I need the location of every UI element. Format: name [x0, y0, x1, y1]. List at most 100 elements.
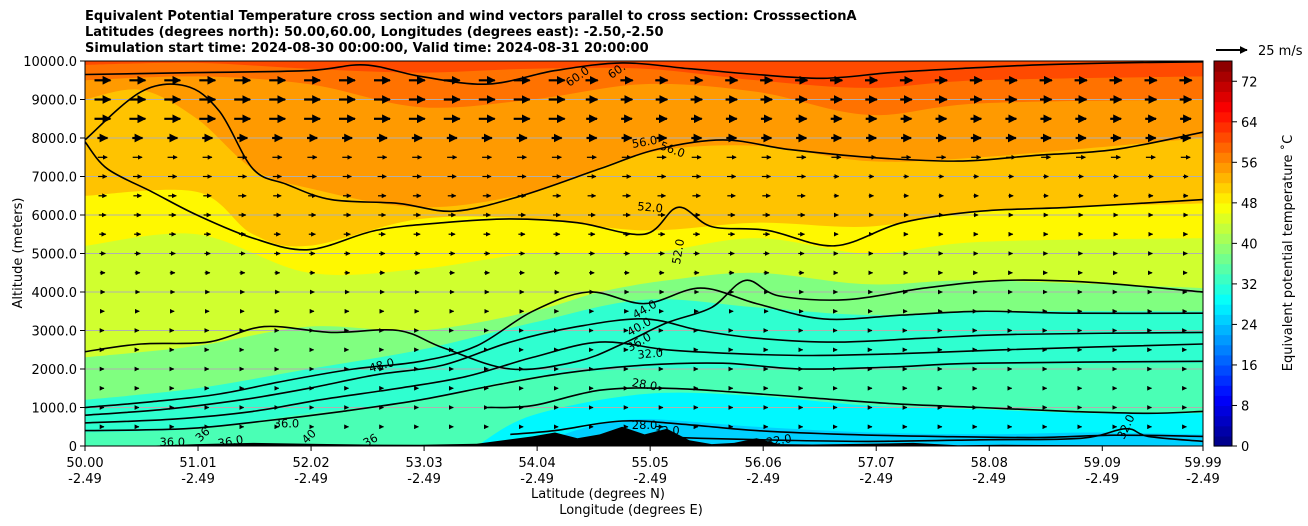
- colorbar-segment: [1214, 111, 1232, 123]
- x-axis-label-longitude: Longitude (degrees E): [559, 503, 703, 518]
- contour-label-16: 36.0: [274, 417, 300, 431]
- y-tick-label-1: 1000.0: [32, 402, 78, 417]
- contour-label-11: 28.0: [631, 375, 659, 393]
- colorbar-segment: [1214, 233, 1232, 244]
- x-tick-lat-8: 58.08: [971, 456, 1008, 471]
- colorbar-segment: [1214, 253, 1232, 265]
- x-tick-lon-4: -2.49: [520, 472, 554, 487]
- contour-32.0-7: [85, 360, 1203, 432]
- colorbar-segment: [1214, 405, 1232, 417]
- colorbar-segment: [1214, 263, 1232, 275]
- chart-title-line-1: Equivalent Potential Temperature cross s…: [85, 9, 857, 24]
- colorbar-segment: [1214, 172, 1232, 184]
- colorbar-segment: [1214, 415, 1232, 427]
- y-tick-label-9: 9000.0: [32, 94, 78, 109]
- x-axis-label-latitude: Latitude (degrees N): [531, 487, 665, 502]
- y-tick-label-6: 6000.0: [32, 209, 78, 224]
- contour-36.0-6: [85, 341, 1203, 424]
- colorbar-segment: [1214, 283, 1232, 295]
- colorbar-segment: [1214, 81, 1232, 92]
- y-tick-label-10: 10000.0: [23, 55, 77, 70]
- contour-48.0-3: [85, 279, 1203, 371]
- contour-label-17: 36.0: [159, 435, 185, 449]
- chart-title-line-3: Simulation start time: 2024-08-30 00:00:…: [85, 41, 649, 56]
- x-tick-lat-6: 56.06: [745, 456, 782, 471]
- quiver-key: 25 m/s: [1216, 44, 1303, 59]
- x-tick-lon-10: -2.49: [1186, 472, 1220, 487]
- colorbar-tick-label-7: 56: [1241, 156, 1258, 171]
- x-tick-lat-3: 53.03: [405, 456, 442, 471]
- colorbar-tick-label-0: 0: [1241, 440, 1249, 455]
- contour-28.0-9: [510, 420, 1203, 439]
- colorbar-segment: [1214, 304, 1232, 315]
- quiver-key-label: 25 m/s: [1258, 44, 1303, 59]
- colorbar-frame: [1213, 60, 1233, 447]
- colorbar-segment: [1214, 395, 1232, 407]
- x-tick-lon-1: -2.49: [181, 472, 215, 487]
- colorbar-segment: [1214, 152, 1232, 163]
- y-tick-label-5: 5000.0: [32, 248, 78, 263]
- x-tick-lat-0: 50.00: [66, 456, 103, 471]
- x-tick-lon-8: -2.49: [972, 472, 1006, 487]
- x-tick-lat-5: 55.05: [632, 456, 669, 471]
- x-tick-lon-0: -2.49: [68, 472, 102, 487]
- colorbar-tick-label-4: 32: [1241, 278, 1258, 293]
- colorbar-tick-label-2: 16: [1241, 359, 1258, 374]
- colorbar-segment: [1214, 364, 1232, 376]
- colorbar-segment: [1214, 91, 1232, 103]
- y-tick-label-0: 0: [69, 440, 77, 455]
- contour-label-20: 40: [299, 426, 319, 446]
- x-tick-lon-7: -2.49: [859, 472, 893, 487]
- colorbar-segment: [1214, 142, 1232, 153]
- colorbar-segment: [1214, 425, 1232, 437]
- x-tick-lat-4: 54.04: [519, 456, 556, 471]
- colorbar-segment: [1214, 324, 1232, 336]
- y-axis-label: Altitude (meters): [11, 198, 26, 309]
- contour-label-2: 56.0: [631, 133, 659, 151]
- contour-60.0-0: [85, 61, 1203, 86]
- contour-28.0-8: [487, 387, 1203, 415]
- contour-label-21: 36: [361, 431, 381, 450]
- x-tick-lon-2: -2.49: [294, 472, 328, 487]
- contour-label-4: 52.0: [637, 199, 664, 215]
- x-tick-lat-7: 57.07: [858, 456, 895, 471]
- x-axis: 50.00-2.4951.01-2.4952.02-2.4953.03-2.49…: [66, 446, 1222, 487]
- x-tick-lat-2: 52.02: [292, 456, 329, 471]
- colorbar-segment: [1214, 182, 1232, 194]
- y-tick-label-8: 8000.0: [32, 132, 78, 147]
- colorbar-tick-label-1: 8: [1241, 399, 1249, 414]
- contour-label-13: 32.0: [654, 424, 680, 438]
- colorbar-segment: [1214, 101, 1232, 113]
- contour-32.0-10: [644, 427, 1203, 443]
- contour-label-10: 32.0: [637, 346, 664, 362]
- colorbar-segment: [1214, 334, 1232, 346]
- colorbar-segment: [1214, 61, 1232, 72]
- y-tick-label-2: 2000.0: [32, 363, 78, 378]
- colorbar-tick-label-5: 40: [1241, 237, 1258, 252]
- colorbar-segment: [1214, 273, 1232, 285]
- colorbar-segment: [1214, 223, 1232, 234]
- contour-label-19: 36.0: [217, 432, 245, 450]
- colorbar-segment: [1214, 212, 1232, 224]
- x-tick-lat-10: 59.99: [1184, 456, 1221, 471]
- wind-vectors: [94, 75, 1193, 430]
- x-tick-lat-9: 59.09: [1084, 456, 1121, 471]
- colorbar-segment: [1214, 314, 1232, 326]
- x-tick-lon-5: -2.49: [633, 472, 667, 487]
- colorbar-tick-label-3: 24: [1241, 318, 1258, 333]
- contour-label-5: 52.0: [669, 238, 687, 266]
- colorbar-segment: [1214, 385, 1232, 396]
- x-tick-lon-3: -2.49: [407, 472, 441, 487]
- colorbar-segment: [1214, 435, 1232, 447]
- colorbar-label: Equivalent potential temperature ˚C: [1280, 135, 1296, 371]
- plot-area: 60.0 60.56.0 56.052.052.048.044.040.036.03…: [85, 61, 1203, 450]
- colorbar-segment: [1214, 344, 1232, 356]
- x-tick-lon-9: -2.49: [1085, 472, 1119, 487]
- chart-title-line-2: Latitudes (degrees north): 50.00,60.00, …: [85, 25, 664, 40]
- colorbar-segment: [1214, 294, 1232, 305]
- contour-label-12: 28.0: [632, 418, 658, 432]
- y-axis: 0 1000.0 2000.0 3000.0 4000.0 5000.0 6000.0 700…: [23, 55, 85, 455]
- terrain-silhouette: [85, 426, 1203, 446]
- x-tick-lon-6: -2.49: [746, 472, 780, 487]
